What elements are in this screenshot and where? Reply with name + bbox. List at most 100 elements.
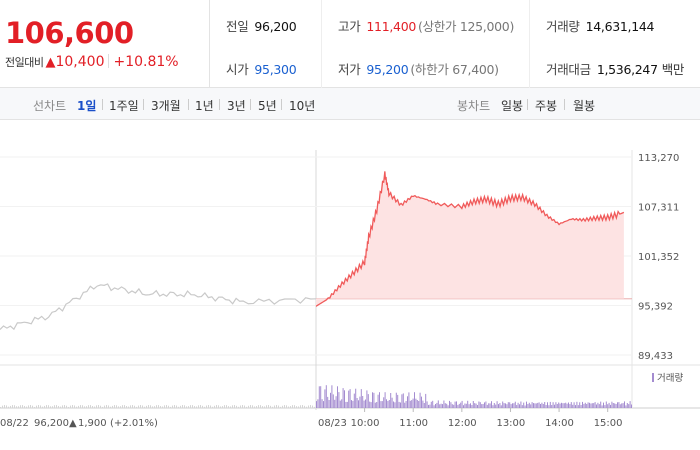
volume-bar	[342, 388, 344, 408]
low-stat: 저가 95,200 (하한가 67,400)	[338, 59, 499, 78]
prev-volume-bar	[50, 406, 51, 408]
prev-volume-bar	[138, 405, 139, 408]
monthly-candle-button[interactable]: 월봉	[573, 99, 596, 113]
volume-bar	[356, 398, 358, 408]
price-block: 106,600 전일대비 ▲10,400 +10.81%	[0, 0, 210, 88]
prev-volume-bar	[162, 406, 163, 408]
today-price-line	[315, 171, 625, 307]
volume-bar	[573, 402, 575, 408]
x-tick-label: 14:00	[545, 418, 574, 429]
volume-bar	[377, 394, 379, 408]
prev-volume-bar	[240, 405, 241, 408]
volume-legend-swatch	[652, 373, 654, 382]
volume-bar	[365, 399, 366, 408]
volume-bar	[339, 400, 341, 408]
volume-bar	[591, 403, 593, 408]
period-1d-button[interactable]: 1일	[77, 99, 97, 113]
volume-bar	[554, 404, 555, 408]
volume-bar	[545, 405, 547, 408]
prev-volume-bar	[86, 406, 87, 408]
prev-volume-bar	[184, 405, 185, 408]
prev-volume-bar	[60, 406, 61, 408]
x-tick-label: 10:00	[351, 418, 380, 429]
volume-bar	[412, 398, 414, 408]
period-1y-button[interactable]: 1년	[195, 99, 214, 113]
x-tick-label: 11:00	[399, 418, 428, 429]
intraday-chart[interactable]: 거래량 113,270 107,311 101,352 95,392 89,433 08…	[0, 120, 700, 450]
prev-volume-bar	[158, 405, 159, 408]
volume-bar	[317, 399, 319, 408]
volume-bar	[458, 403, 460, 408]
prev-volume-bar	[256, 406, 257, 408]
period-5y-button[interactable]: 5년	[258, 99, 277, 113]
prev-volume-bar	[254, 406, 255, 408]
prev-volume-bar	[80, 405, 81, 408]
period-10y-button[interactable]: 10년	[289, 99, 316, 113]
footer-percent: (+2.01%)	[110, 418, 158, 429]
volume-bar	[520, 401, 522, 408]
divider	[527, 99, 528, 110]
upper-limit: (상한가 125,000)	[418, 19, 515, 34]
period-3y-button[interactable]: 3년	[227, 99, 246, 113]
volume-bar	[583, 403, 585, 408]
prev-volume-bar	[64, 405, 65, 408]
volume-bar	[416, 400, 418, 408]
volume-bar	[330, 392, 331, 408]
volume-bar	[388, 400, 390, 408]
prev-volume-bar	[146, 405, 147, 408]
volume-bar	[376, 402, 378, 408]
prev-volume-bar	[278, 405, 279, 408]
prev-volume-bar	[208, 405, 209, 408]
chart-toolbar: 선차트 1일 1주일 3개월 1년 3년 5년 10년 봉차트 일봉 주봉 월봉	[0, 88, 700, 120]
volume-bar	[442, 404, 443, 408]
period-3m-button[interactable]: 3개월	[151, 99, 181, 113]
volume-bar	[344, 390, 345, 408]
line-chart-label: 선차트	[33, 99, 67, 113]
turnover-stat: 거래대금 1,536,247 백만	[546, 59, 684, 78]
volume-bar	[563, 403, 565, 408]
volume-bar	[628, 404, 630, 408]
volume-bar	[328, 400, 330, 408]
footer-up-arrow-icon: ▲	[69, 418, 77, 429]
volume-bar	[530, 404, 532, 408]
prev-volume-bar	[290, 406, 291, 408]
volume-bar	[401, 394, 403, 408]
prev-volume-bar	[150, 405, 151, 408]
volume-bar	[519, 404, 520, 408]
weekly-candle-button[interactable]: 주봉	[535, 99, 558, 113]
volume-bar	[355, 388, 357, 408]
prev-volume-bar	[0, 407, 1, 408]
volume-bar	[327, 396, 329, 408]
volume-bar	[324, 389, 326, 408]
change-row: 전일대비 ▲10,400 +10.81%	[5, 54, 179, 70]
divider	[219, 99, 220, 110]
volume-bar	[380, 401, 382, 408]
volume-bar	[565, 402, 567, 408]
prev-volume-bar	[274, 405, 275, 408]
volume-bar	[358, 400, 359, 408]
prev-volume-bar	[164, 405, 165, 408]
volume-bar	[384, 392, 386, 408]
volume-bar	[367, 394, 369, 408]
volume-bar	[601, 405, 603, 408]
prev-volume-bar	[70, 405, 71, 408]
period-1w-button[interactable]: 1주일	[109, 99, 139, 113]
stats-column-3: 거래량 14,631,144 거래대금 1,536,247 백만	[530, 0, 700, 88]
prev-volume-bar	[120, 406, 121, 408]
low-label: 저가	[338, 62, 361, 77]
prev-volume-bar	[286, 405, 287, 408]
volume-bar	[425, 393, 427, 408]
prev-volume-bar	[262, 406, 263, 408]
volume-bar	[323, 401, 324, 408]
volume-bar	[456, 401, 457, 408]
prev-volume-bar	[62, 405, 63, 408]
volume-bar	[474, 403, 476, 408]
prev-volume-bar	[202, 405, 203, 408]
daily-candle-button[interactable]: 일봉	[501, 99, 524, 113]
volume-bar	[580, 405, 582, 408]
volume-bar	[505, 403, 506, 408]
volume-bar	[521, 405, 523, 408]
prev-volume-bar	[280, 406, 281, 408]
prev-volume-bar	[130, 405, 131, 408]
prev-volume-bar	[198, 405, 199, 408]
